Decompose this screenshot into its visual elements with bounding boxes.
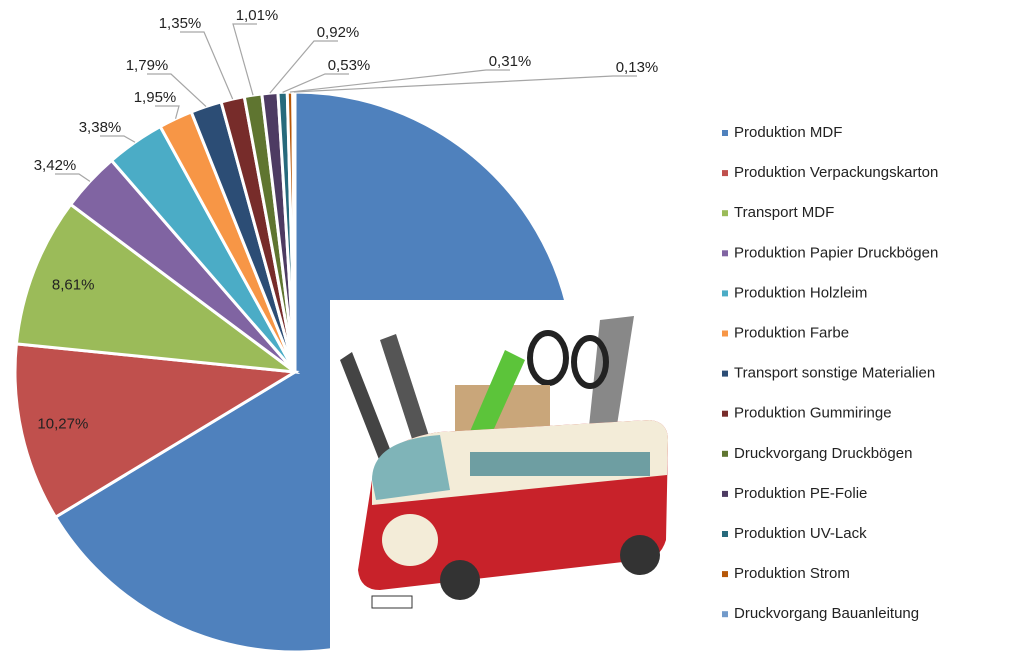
wheel bbox=[620, 535, 660, 575]
legend-label: Produktion UV-Lack bbox=[734, 525, 867, 542]
legend-swatch bbox=[722, 611, 728, 618]
leader-line bbox=[269, 40, 338, 94]
legend-label: Produktion Verpackungskarton bbox=[734, 164, 938, 181]
bus-front bbox=[382, 514, 438, 566]
data-label: 1,79% bbox=[126, 57, 169, 74]
leader-line bbox=[232, 23, 257, 96]
legend-swatch bbox=[722, 330, 728, 337]
leader-line bbox=[55, 173, 91, 182]
data-label: 10,27% bbox=[37, 415, 88, 432]
bus-windows bbox=[470, 452, 650, 476]
legend-swatch bbox=[722, 370, 728, 377]
pie-slice bbox=[14, 202, 301, 375]
wheel bbox=[440, 560, 480, 600]
data-labels: 10,27% 8,61% 3,42% 3,38% 1,95% 1,79% 1,35% 1,01… bbox=[34, 7, 659, 432]
data-label: 1,01% bbox=[236, 7, 279, 24]
legend-label: Produktion MDF bbox=[734, 124, 842, 141]
legend-label: Produktion Papier Druckbögen bbox=[734, 244, 938, 261]
leader-line bbox=[147, 73, 207, 107]
legend-swatch bbox=[722, 450, 728, 457]
leader-line bbox=[155, 105, 180, 119]
leader-line bbox=[180, 31, 234, 100]
legend-label: Produktion Holzleim bbox=[734, 284, 867, 301]
data-label: 3,38% bbox=[79, 119, 122, 136]
data-label: 0,13% bbox=[616, 59, 659, 76]
data-label: 0,53% bbox=[328, 57, 371, 74]
legend-label: Transport sonstige Materialien bbox=[734, 365, 935, 382]
legend-label: Produktion PE-Folie bbox=[734, 485, 867, 502]
data-label: 1,95% bbox=[134, 89, 177, 106]
scissors bbox=[571, 335, 609, 389]
data-label: 0,31% bbox=[489, 53, 532, 70]
leader-line bbox=[293, 75, 637, 93]
legend-label: Transport MDF bbox=[734, 204, 834, 221]
legend: Produktion MDF Produktion Verpackungskart… bbox=[722, 124, 938, 622]
data-label: 8,61% bbox=[52, 277, 95, 294]
legend-swatch bbox=[722, 210, 728, 217]
pie-slice bbox=[13, 342, 300, 520]
legend-swatch bbox=[722, 170, 728, 177]
license-plate bbox=[371, 595, 413, 609]
leader-line bbox=[100, 135, 136, 143]
legend-swatch bbox=[722, 250, 728, 257]
legend-swatch bbox=[722, 490, 728, 497]
legend-swatch bbox=[722, 290, 728, 297]
legend-label: Produktion Gummiringe bbox=[734, 405, 892, 422]
legend-label: Produktion Strom bbox=[734, 565, 850, 582]
data-label: 1,35% bbox=[159, 15, 202, 32]
legend-swatch bbox=[722, 531, 728, 537]
data-label: 3,42% bbox=[34, 157, 77, 174]
legend-label: Druckvorgang Druckbögen bbox=[734, 445, 912, 462]
legend-swatch bbox=[722, 571, 728, 578]
legend-swatch bbox=[722, 130, 728, 136]
scissors bbox=[527, 330, 569, 386]
leader-line bbox=[282, 73, 349, 93]
bus-windshield bbox=[372, 435, 450, 500]
legend-swatch bbox=[722, 410, 728, 417]
data-label: 0,92% bbox=[317, 24, 360, 41]
legend-label: Produktion Farbe bbox=[734, 324, 849, 341]
product-photo bbox=[330, 300, 682, 653]
leader-line bbox=[289, 69, 510, 93]
legend-label: Druckvorgang Bauanleitung bbox=[734, 605, 919, 622]
